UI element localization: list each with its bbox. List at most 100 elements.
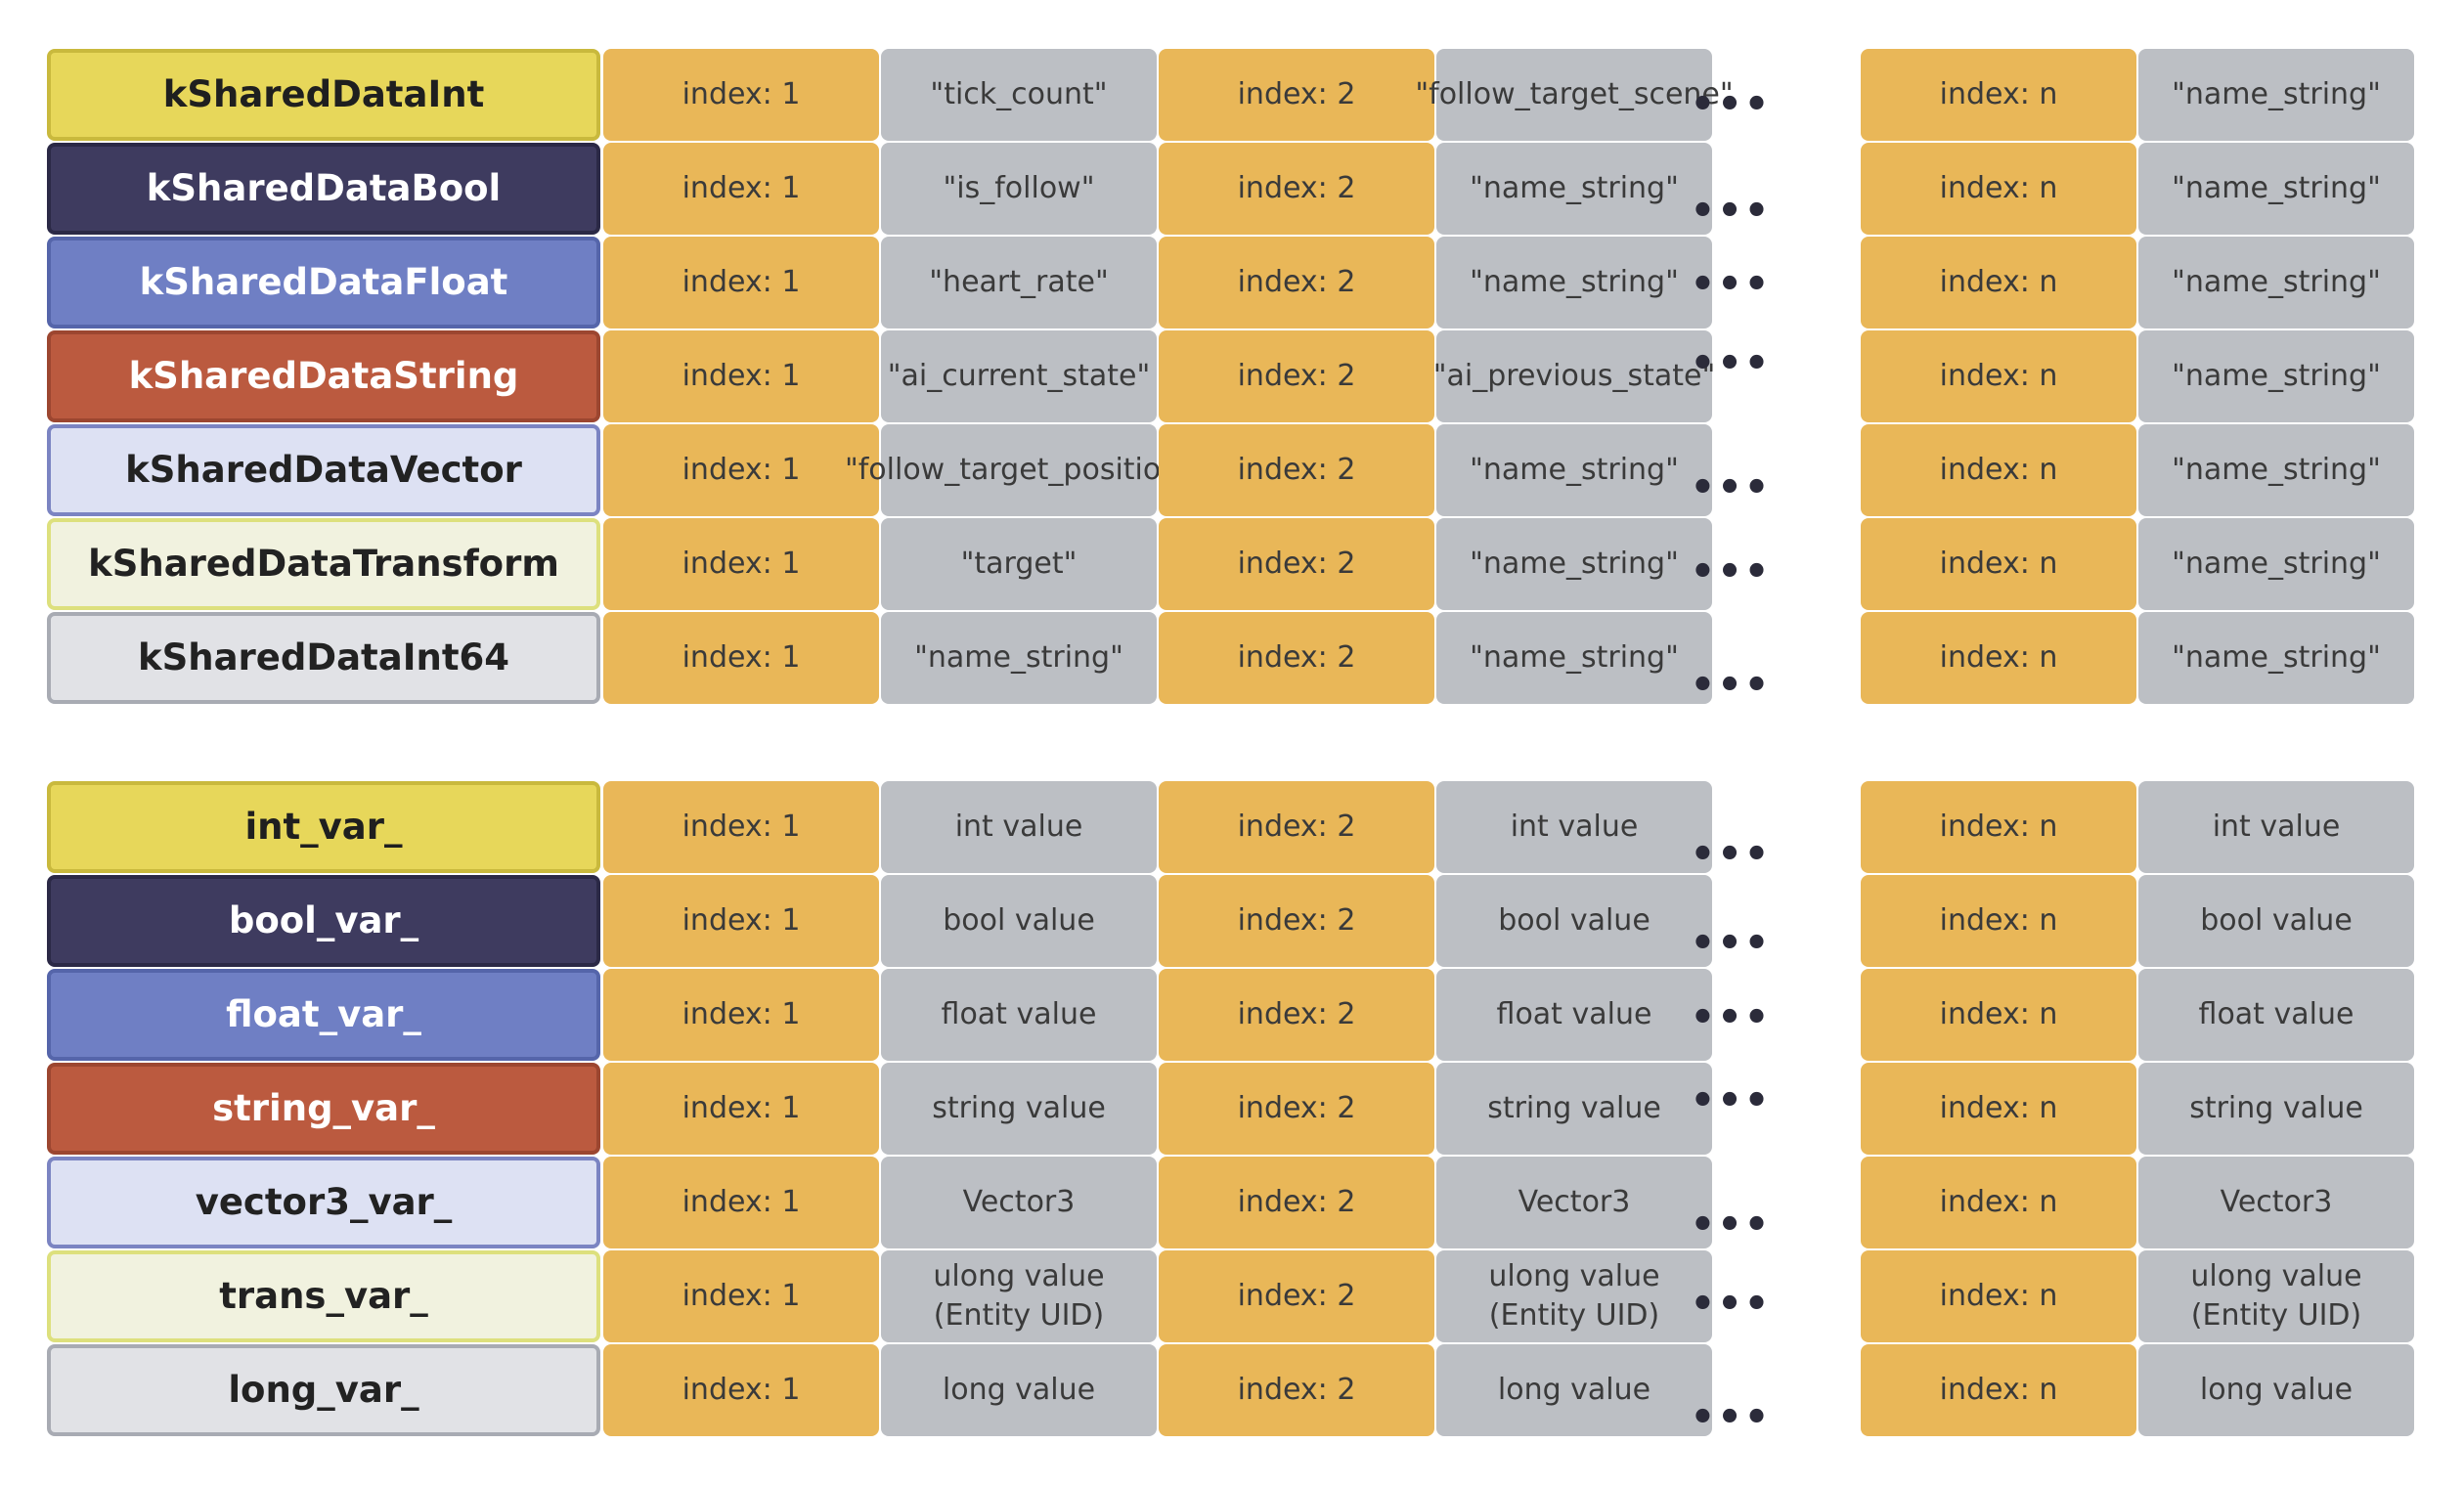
value-cell: "follow_target_scene" xyxy=(1415,49,1734,141)
index-cell: index: 1 xyxy=(603,612,879,704)
ellipsis-icon: ••• xyxy=(1690,1395,1772,1440)
row-label: bool_var_ xyxy=(47,875,600,967)
value-cell: long value xyxy=(2138,1344,2414,1436)
index-cell: index: 1 xyxy=(603,1250,879,1342)
row-label: kSharedDataFloat xyxy=(47,237,600,328)
value-cell: "ai_previous_state" xyxy=(1433,330,1715,422)
value-cell: "tick_count" xyxy=(881,49,1157,141)
row-label: string_var_ xyxy=(47,1063,600,1155)
value-cell: Vector3 xyxy=(2138,1157,2414,1248)
index-cell: index: 2 xyxy=(1159,330,1434,422)
value-cell: "name_string" xyxy=(2138,424,2414,516)
ellipsis-icon: ••• xyxy=(1690,1203,1772,1247)
value-cell: int value xyxy=(2138,781,2414,873)
index-cell: index: 2 xyxy=(1159,875,1434,967)
index-cell: index: 2 xyxy=(1159,781,1434,873)
ellipsis-icon: ••• xyxy=(1690,82,1772,127)
index-cell: index: 1 xyxy=(603,424,879,516)
row-label: kSharedDataInt64 xyxy=(47,612,600,704)
value-cell: "name_string" xyxy=(1436,143,1712,235)
value-cell: int value xyxy=(881,781,1157,873)
index-cell: index: 1 xyxy=(603,875,879,967)
index-cell: index: n xyxy=(1861,875,2136,967)
value-cell: "name_string" xyxy=(2138,612,2414,704)
ellipsis-icon: ••• xyxy=(1690,549,1772,594)
index-cell: index: n xyxy=(1861,612,2136,704)
value-cell: Vector3 xyxy=(1436,1157,1712,1248)
value-cell: "name_string" xyxy=(1436,424,1712,516)
value-cell: float value xyxy=(1436,969,1712,1061)
value-cell: "follow_target_position" xyxy=(845,424,1193,516)
row-label: kSharedDataString xyxy=(47,330,600,422)
index-cell: index: 1 xyxy=(603,330,879,422)
ellipsis-icon: ••• xyxy=(1690,921,1772,966)
index-cell: index: n xyxy=(1861,1063,2136,1155)
index-cell: index: 1 xyxy=(603,781,879,873)
value-cell: "name_string" xyxy=(1436,237,1712,328)
ellipsis-icon: ••• xyxy=(1690,262,1772,307)
value-cell: "name_string" xyxy=(1436,612,1712,704)
index-cell: index: 2 xyxy=(1159,1250,1434,1342)
row-label: float_var_ xyxy=(47,969,600,1061)
ellipsis-icon: ••• xyxy=(1690,1282,1772,1327)
value-cell: "target" xyxy=(881,518,1157,610)
index-cell: index: 2 xyxy=(1159,237,1434,328)
value-cell: "name_string" xyxy=(2138,330,2414,422)
index-cell: index: n xyxy=(1861,49,2136,141)
index-cell: index: n xyxy=(1861,781,2136,873)
index-cell: index: n xyxy=(1861,1157,2136,1248)
index-cell: index: 2 xyxy=(1159,143,1434,235)
value-cell: "name_string" xyxy=(1436,518,1712,610)
value-cell: bool value xyxy=(881,875,1157,967)
row-label: trans_var_ xyxy=(47,1250,600,1342)
value-cell: long value xyxy=(1436,1344,1712,1436)
row-label: long_var_ xyxy=(47,1344,600,1436)
value-cell: "name_string" xyxy=(2138,143,2414,235)
ellipsis-icon: ••• xyxy=(1690,663,1772,708)
index-cell: index: 1 xyxy=(603,1063,879,1155)
index-cell: index: 2 xyxy=(1159,612,1434,704)
value-cell: "is_follow" xyxy=(881,143,1157,235)
index-cell: index: 2 xyxy=(1159,1157,1434,1248)
ellipsis-icon: ••• xyxy=(1690,465,1772,510)
value-cell: float value xyxy=(2138,969,2414,1061)
value-cell: bool value xyxy=(1436,875,1712,967)
index-cell: index: 1 xyxy=(603,969,879,1061)
value-cell: Vector3 xyxy=(881,1157,1157,1248)
index-cell: index: 1 xyxy=(603,1344,879,1436)
index-cell: index: n xyxy=(1861,1250,2136,1342)
row-label: kSharedDataBool xyxy=(47,143,600,235)
ellipsis-icon: ••• xyxy=(1690,341,1772,386)
ellipsis-icon: ••• xyxy=(1690,1078,1772,1123)
value-cell: ulong value (Entity UID) xyxy=(2138,1250,2414,1342)
value-cell: ulong value (Entity UID) xyxy=(1436,1250,1712,1342)
ellipsis-icon: ••• xyxy=(1690,995,1772,1040)
value-cell: string value xyxy=(2138,1063,2414,1155)
index-cell: index: 1 xyxy=(603,49,879,141)
index-cell: index: n xyxy=(1861,330,2136,422)
index-cell: index: 2 xyxy=(1159,518,1434,610)
value-cell: "name_string" xyxy=(2138,49,2414,141)
index-cell: index: 1 xyxy=(603,143,879,235)
value-cell: bool value xyxy=(2138,875,2414,967)
value-cell: "name_string" xyxy=(2138,518,2414,610)
index-cell: index: 1 xyxy=(603,237,879,328)
value-cell: "ai_current_state" xyxy=(881,330,1157,422)
value-cell: "name_string" xyxy=(2138,237,2414,328)
index-cell: index: n xyxy=(1861,424,2136,516)
row-label: kSharedDataVector xyxy=(47,424,600,516)
value-cell: string value xyxy=(881,1063,1157,1155)
index-cell: index: n xyxy=(1861,969,2136,1061)
index-cell: index: 1 xyxy=(603,518,879,610)
index-cell: index: 1 xyxy=(603,1157,879,1248)
ellipsis-icon: ••• xyxy=(1690,189,1772,234)
value-cell: long value xyxy=(881,1344,1157,1436)
value-cell: int value xyxy=(1436,781,1712,873)
row-label: vector3_var_ xyxy=(47,1157,600,1248)
index-cell: index: n xyxy=(1861,143,2136,235)
index-cell: index: 2 xyxy=(1159,1063,1434,1155)
value-cell: string value xyxy=(1436,1063,1712,1155)
index-cell: index: 2 xyxy=(1159,424,1434,516)
row-label: kSharedDataTransform xyxy=(47,518,600,610)
value-cell: ulong value (Entity UID) xyxy=(881,1250,1157,1342)
